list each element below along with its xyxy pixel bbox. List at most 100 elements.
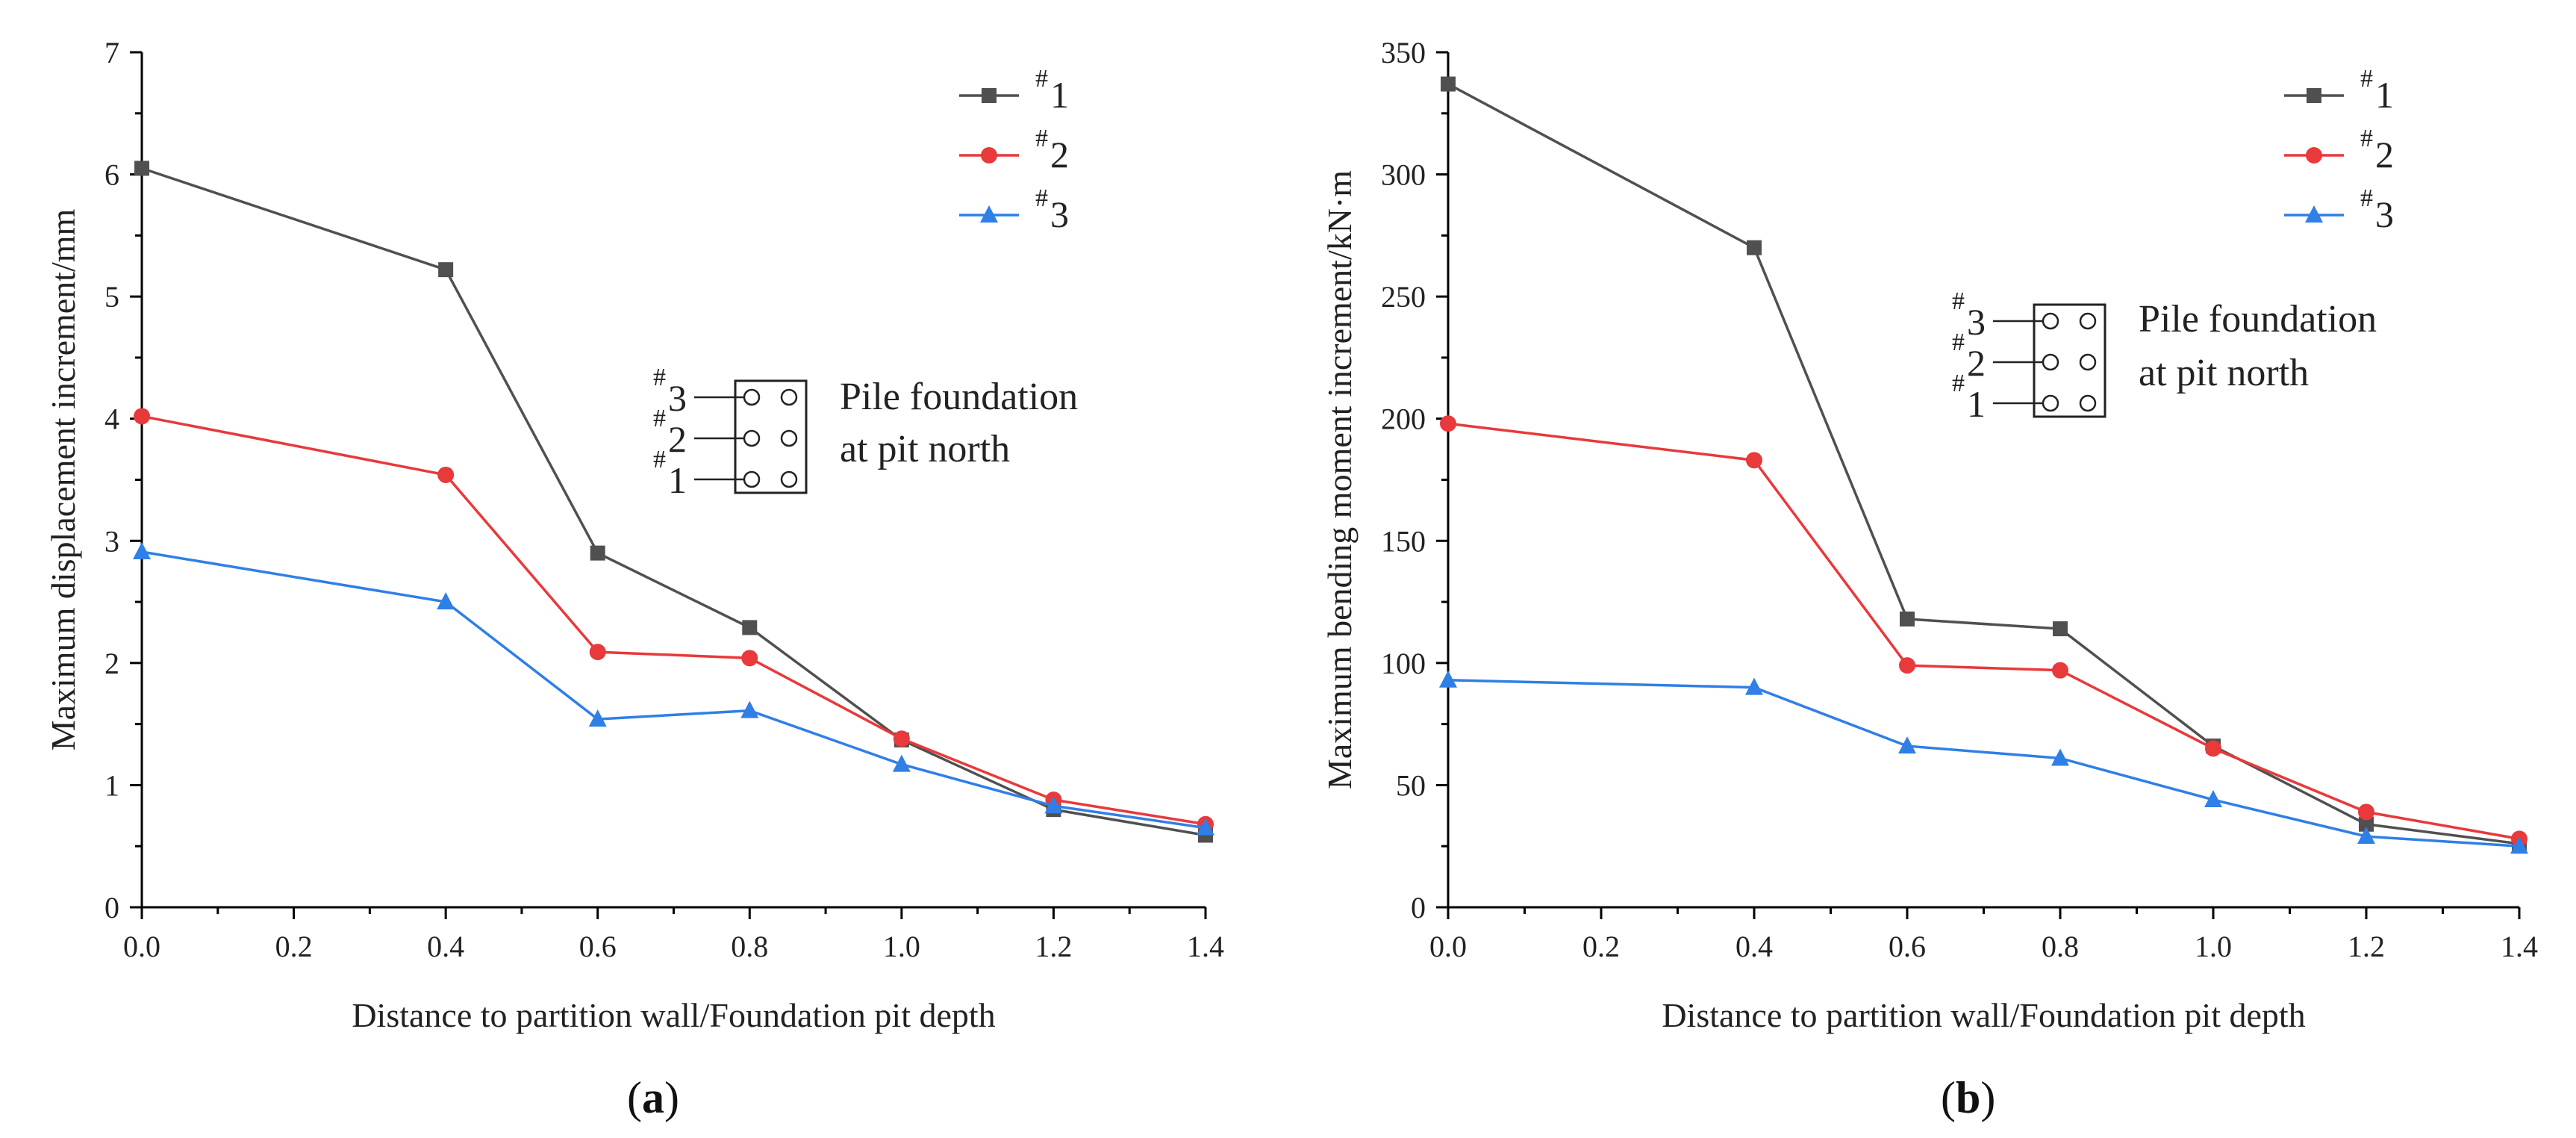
data-point-series-2	[437, 466, 455, 483]
data-point-series-1	[590, 545, 605, 561]
inset-pile-label-1: 1	[1967, 383, 1986, 425]
y-tick-label: 150	[1381, 524, 1426, 558]
data-point-series-3	[2510, 836, 2528, 854]
inset-pile-label-3: 3	[1967, 301, 1986, 343]
pile-circle	[743, 470, 761, 488]
data-point-series-3	[133, 542, 151, 560]
pile-circle	[2079, 394, 2097, 412]
data-point-series-3	[1439, 670, 1457, 688]
y-tick-label: 3	[105, 524, 119, 558]
panel-label-part: b	[1956, 1073, 1980, 1122]
data-point-series-1	[134, 161, 149, 176]
y-tick-label: 0	[105, 891, 119, 924]
inset-pile-label-3: 3	[668, 377, 687, 419]
panel-label-part: (	[1941, 1073, 1956, 1122]
x-axis-title: Distance to partition wall/Foundation pi…	[352, 996, 995, 1034]
legend-prefix: #	[2360, 125, 2373, 152]
y-tick-label: 250	[1381, 280, 1426, 314]
data-point-series-1	[742, 620, 758, 635]
pile-circle	[2042, 312, 2059, 330]
legend-prefix: #	[2360, 184, 2373, 212]
pile-inset: #3# 2# 1 Pile foundation at pit north	[653, 364, 1078, 501]
pile-circle	[2079, 312, 2097, 330]
inset-box	[734, 379, 808, 494]
y-tick-label: 6	[105, 158, 119, 192]
x-tick-label: 1.4	[1187, 930, 1224, 963]
inset-pile-label-2: 2	[668, 418, 687, 460]
inset-caption-line2: at pit north	[2139, 352, 2309, 394]
data-point-series-2	[1899, 657, 1915, 674]
x-tick-label: 1.4	[2501, 930, 2538, 963]
y-axis-title: Maximum bending moment increment/kN·m	[1320, 170, 1359, 789]
y-tick-label: 5	[105, 280, 119, 314]
y-tick-label: 300	[1381, 158, 1426, 192]
data-point-series-3	[740, 700, 759, 718]
legend-prefix: #	[2360, 65, 2373, 93]
inset-prefix: #	[653, 405, 666, 432]
data-point-series-2	[2205, 740, 2221, 757]
data-point-series-2	[2358, 803, 2374, 821]
pile-circle	[780, 429, 798, 447]
y-tick-label: 200	[1381, 402, 1426, 436]
y-tick-label: 4	[105, 402, 119, 436]
y-tick-label: 350	[1381, 36, 1426, 69]
data-point-series-2	[134, 408, 150, 425]
data-point-series-2	[741, 650, 758, 667]
x-tick-label: 0.0	[1429, 930, 1467, 963]
y-tick-label: 1	[105, 768, 119, 802]
data-point-series-1	[1900, 611, 1915, 626]
x-tick-label: 1.2	[2348, 930, 2385, 963]
panel-label: (a)	[627, 1073, 679, 1122]
data-point-series-3	[1745, 677, 1763, 695]
inset-box	[2033, 303, 2106, 418]
legend-marker-1	[982, 88, 997, 103]
inset-caption-line1: Pile foundation	[840, 376, 1078, 418]
data-point-series-3	[2357, 827, 2375, 845]
x-tick-label: 1.2	[1035, 930, 1072, 963]
data-point-series-2	[589, 644, 606, 661]
y-tick-label: 2	[105, 647, 119, 680]
x-tick-label: 0.6	[1889, 930, 1926, 963]
legend-marker-1	[2307, 88, 2321, 103]
panel-label-part: a	[642, 1073, 664, 1122]
legend-label-1: 1	[2375, 74, 2394, 116]
inset-prefix: #	[653, 364, 666, 391]
x-tick-label: 0.0	[123, 930, 160, 963]
inset-prefix: #	[1952, 370, 1965, 397]
legend-marker-2	[981, 147, 997, 164]
x-axis-title: Distance to partition wall/Foundation pi…	[1662, 996, 2305, 1034]
legend-marker-3	[2305, 205, 2323, 223]
series-line-1	[141, 167, 1206, 837]
data-point-series-1	[438, 262, 454, 278]
data-point-series-2	[893, 730, 910, 747]
pile-circle	[780, 470, 798, 488]
pile-circle	[2042, 394, 2059, 412]
inset-prefix: #	[1952, 329, 1965, 356]
series-line-3	[141, 550, 1206, 830]
legend-prefix: #	[1035, 184, 1048, 212]
chart-panel-b: 0.0 0.2 0.4 0.6 0.8 1.0 1.2 1.4 0 50 100 150 200 250 3…	[1320, 36, 2538, 1122]
inset-pile-label-1: 1	[668, 459, 687, 501]
chart-panel-a: 0.0 0.2 0.4 0.6 0.8 1.0 1.2 1.401234567Distance…	[44, 36, 1224, 1122]
x-tick-label: 0.8	[2042, 930, 2079, 963]
inset-pile-label-2: 2	[1967, 342, 1986, 384]
data-point-series-2	[1746, 452, 1762, 469]
pile-circle	[780, 388, 798, 406]
data-point-series-3	[1197, 818, 1214, 836]
inset-prefix: #	[1952, 287, 1965, 315]
pile-circle	[2042, 353, 2059, 371]
pile-inset: #3# 2# 1 Pile foundation at pit north	[1952, 287, 2377, 425]
data-point-series-3	[1898, 736, 1916, 754]
panel-label: (b)	[1941, 1073, 1995, 1122]
legend-label-2: 2	[2375, 134, 2394, 175]
legend-marker-3	[980, 205, 998, 223]
y-axis-title: Maximum displacement increment/mm	[44, 208, 82, 750]
panel-label-part: )	[1980, 1073, 1995, 1122]
data-point-series-3	[2051, 748, 2069, 766]
x-tick-label: 0.2	[1582, 930, 1620, 963]
inset-prefix: #	[653, 446, 666, 473]
pile-circle	[743, 429, 761, 447]
legend-label-2: 2	[1050, 134, 1069, 175]
legend-label-3: 3	[1050, 193, 1069, 235]
